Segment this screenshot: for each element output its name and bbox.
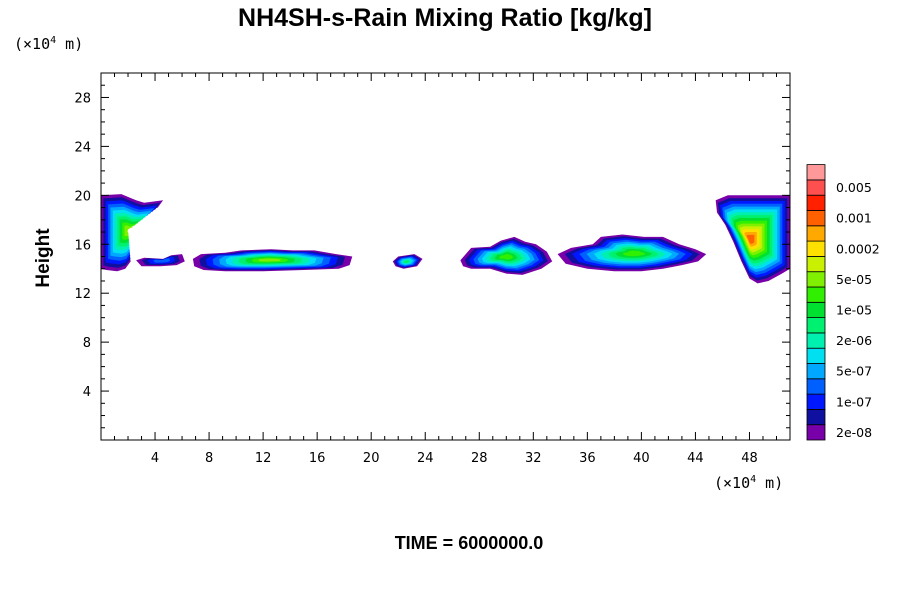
legend-swatch bbox=[806, 225, 826, 242]
y-tick-label: 4 bbox=[83, 385, 91, 400]
plot-data-area bbox=[101, 194, 790, 284]
y-tick-label: 12 bbox=[74, 287, 91, 302]
x-tick-label: 28 bbox=[471, 451, 488, 466]
legend-swatch bbox=[806, 317, 826, 334]
legend-label: 0.0002 bbox=[836, 241, 880, 256]
contour-level-3 bbox=[153, 258, 171, 263]
y-tick-label: 16 bbox=[74, 238, 91, 253]
x-tick-label: 32 bbox=[525, 451, 542, 466]
x-unit-suffix: m) bbox=[756, 474, 783, 492]
legend-swatch bbox=[806, 255, 826, 273]
x-tick-label: 48 bbox=[741, 451, 758, 466]
contour-region-band-8-18 bbox=[192, 249, 353, 272]
contour-level-9 bbox=[122, 222, 137, 240]
y-unit-exp: 4 bbox=[50, 35, 56, 46]
y-tick-label: 28 bbox=[74, 91, 91, 106]
legend-label: 5e-07 bbox=[836, 364, 872, 379]
legend-swatch bbox=[806, 347, 826, 364]
chart-title: NH4SH-s-Rain Mixing Ratio [kg/kg] bbox=[238, 4, 652, 32]
color-legend: 2e-08 1e-07 5e-07 2e-06 1e-05 5e-05 0.0002 0.00… bbox=[806, 164, 880, 441]
contour-level-14 bbox=[746, 234, 755, 244]
contour-region-right-edge bbox=[715, 195, 790, 284]
contour-level-9 bbox=[622, 250, 646, 257]
legend-swatch bbox=[806, 240, 826, 257]
x-tick-label: 8 bbox=[205, 451, 213, 466]
y-tick-label: 8 bbox=[83, 336, 91, 351]
x-unit-exp: 4 bbox=[750, 474, 756, 485]
legend-swatch bbox=[806, 332, 826, 349]
legend-swatch bbox=[806, 164, 826, 181]
legend-label: 0.005 bbox=[836, 180, 872, 195]
x-axis-unit: (×104 m) bbox=[714, 474, 783, 492]
legend-label: 2e-08 bbox=[836, 425, 872, 440]
y-tick-label: 20 bbox=[74, 189, 91, 204]
legend-swatch bbox=[806, 179, 826, 196]
legend-label: 5e-05 bbox=[836, 272, 872, 287]
x-tick-label: 16 bbox=[309, 451, 326, 466]
x-tick-label: 44 bbox=[687, 451, 704, 466]
legend-swatch bbox=[806, 286, 826, 303]
contour-level-9 bbox=[499, 253, 514, 260]
contour-region-left-edge bbox=[101, 194, 164, 272]
x-tick-label: 20 bbox=[363, 451, 380, 466]
contour-region-cells-28-33 bbox=[460, 236, 553, 275]
y-axis-unit: (×104 m) bbox=[14, 35, 83, 53]
x-tick-label: 4 bbox=[151, 451, 159, 466]
legend-swatch bbox=[806, 210, 826, 227]
legend-label: 1e-07 bbox=[836, 394, 872, 409]
contour-level-10 bbox=[124, 225, 134, 237]
legend-swatch bbox=[806, 301, 826, 318]
x-tick-label: 40 bbox=[633, 451, 650, 466]
legend-swatch bbox=[806, 271, 826, 288]
contour-level-10 bbox=[258, 258, 281, 262]
y-unit-prefix: (×10 bbox=[14, 35, 50, 53]
legend-swatch bbox=[806, 408, 826, 426]
legend-label: 0.001 bbox=[836, 211, 872, 226]
legend-label: 1e-05 bbox=[836, 302, 872, 317]
contour-level-7 bbox=[403, 260, 410, 263]
legend-swatch bbox=[806, 194, 826, 211]
legend-swatch bbox=[806, 393, 826, 410]
contour-region-cell-4 bbox=[136, 254, 185, 267]
legend-label: 2e-06 bbox=[836, 333, 872, 348]
x-tick-label: 36 bbox=[579, 451, 596, 466]
svg-text:(×104 m): (×104 m) bbox=[14, 35, 83, 53]
y-axis-ticks: 4 8 12 16 20 24 28 bbox=[74, 84, 790, 429]
svg-text:(×104 m): (×104 m) bbox=[714, 474, 783, 492]
contour-region-band-34-44 bbox=[557, 234, 707, 272]
y-tick-label: 24 bbox=[74, 140, 91, 155]
y-axis-label: Height bbox=[33, 228, 54, 288]
x-tick-label: 12 bbox=[255, 451, 272, 466]
x-unit-prefix: (×10 bbox=[714, 474, 750, 492]
x-tick-label: 24 bbox=[417, 451, 434, 466]
x-axis-ticks: 4 8 12 16 20 24 28 32 36 40 44 48 bbox=[114, 73, 777, 466]
time-label: TIME = 6000000.0 bbox=[395, 533, 544, 553]
legend-swatch bbox=[806, 378, 826, 395]
legend-swatch bbox=[806, 363, 826, 380]
legend-swatch bbox=[806, 424, 826, 441]
y-unit-suffix: m) bbox=[56, 35, 83, 53]
contour-region-cell-22 bbox=[392, 254, 423, 269]
